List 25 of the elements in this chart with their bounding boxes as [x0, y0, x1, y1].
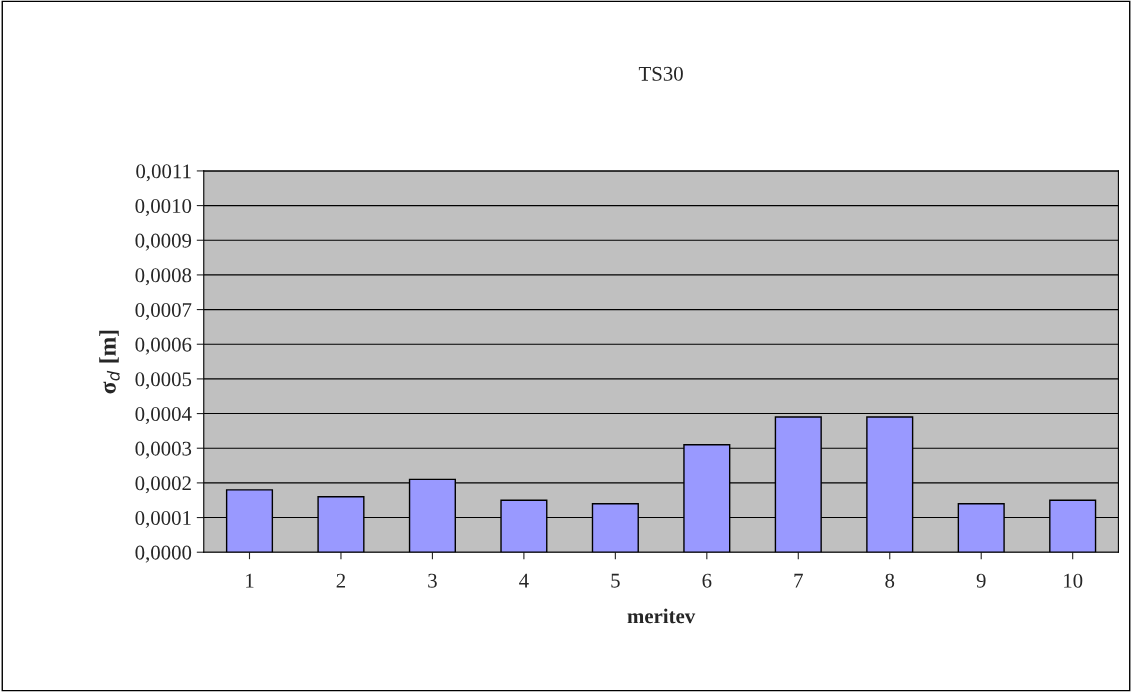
y-axis-title: σ$_{d}$ [m]	[99, 330, 120, 394]
y-tick-label: 0,0008	[135, 268, 192, 286]
x-tick-label: 8	[885, 573, 895, 588]
y-tick-label: 0,0002	[135, 476, 191, 494]
x-axis-title: meritev	[627, 608, 696, 624]
y-tick-label: 0,0006	[135, 337, 192, 355]
y-tick-label: 0,0005	[135, 372, 192, 390]
y-tick-label: 0,0000	[135, 545, 192, 563]
x-tick-label: 2	[336, 573, 346, 588]
y-tick-label: 0,0009	[135, 233, 192, 251]
chart-title: TS30	[638, 66, 683, 81]
x-tick-label: 7	[794, 573, 803, 588]
y-tick-label: 0,0004	[135, 406, 192, 424]
x-tick-label: 6	[702, 573, 712, 588]
y-tick-label: 0,0010	[135, 198, 192, 217]
y-tick-label: 0,0007	[135, 302, 192, 321]
x-tick-label: 10	[1064, 573, 1083, 588]
x-tick-label: 5	[611, 573, 620, 588]
y-tick-label: 0,0001	[135, 510, 191, 528]
x-tick-label: 4	[519, 573, 529, 588]
y-tick-label: 0,0011	[136, 164, 191, 182]
x-tick-label: 1	[246, 573, 254, 588]
x-tick-label: 3	[428, 573, 437, 588]
y-tick-label: 0,0003	[135, 441, 192, 459]
x-tick-label: 9	[976, 573, 986, 588]
